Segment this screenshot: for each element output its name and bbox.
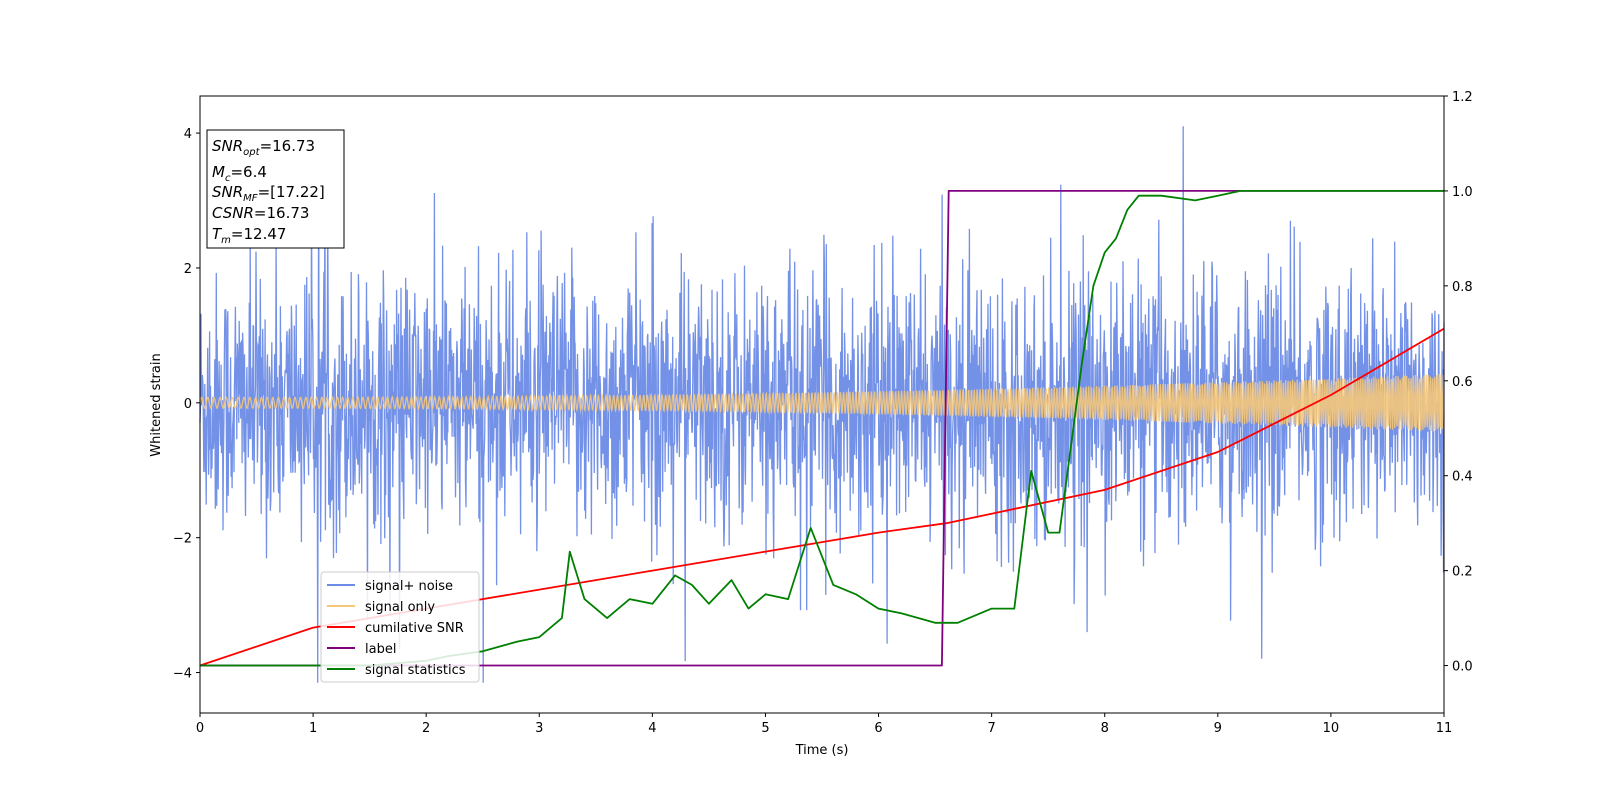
y-left-tick-label: 4 [184, 127, 192, 142]
x-tick-label: 5 [761, 721, 769, 736]
snr-mf-value: =[17.22] [258, 183, 325, 201]
tm-value: =12.47 [231, 225, 287, 243]
y-right-tick-label: 0.2 [1452, 565, 1473, 580]
csnr-text: CSNR=16.73 [212, 204, 309, 222]
plot-frame [199, 95, 1445, 714]
series-label [200, 189, 1444, 667]
legend-label-signal: signal only [365, 600, 435, 615]
csnr-label: CSNR [212, 204, 254, 222]
x-tick-label: 10 [1323, 721, 1340, 736]
y-right-tick-label: 0.4 [1452, 470, 1473, 485]
snr-opt-value: =16.73 [260, 137, 316, 155]
mc-text: Mc=6.4 [212, 163, 267, 184]
info-box-frame [206, 129, 345, 249]
y-right-tick-label: 0.6 [1452, 375, 1473, 390]
y-left-tick-label: 0 [184, 397, 192, 412]
legend-frame [320, 571, 480, 683]
series-signal-only [199, 374, 1445, 432]
y-left-tick-label: −4 [173, 667, 192, 682]
y-right-tick-label: 0.8 [1452, 280, 1473, 295]
csnr-value: =16.73 [254, 204, 310, 222]
legend-label-label: label [365, 642, 396, 657]
legend-label-cumulative: cumilative SNR [365, 621, 464, 636]
x-tick-label: 11 [1436, 721, 1453, 736]
ticks-layer: 0 1 2 3 4 5 6 7 8 9 10 11 4 2 0 −2 −4 1.2 1.0 0.8 0.6 0.4 0.2 0… [173, 90, 1473, 736]
x-tick-label: 1 [309, 721, 317, 736]
x-tick-label: 3 [535, 721, 543, 736]
snr-mf-label: SNR [212, 183, 243, 201]
tm-text: Tm=12.47 [212, 225, 286, 246]
snr-mf-sub: MF [243, 193, 258, 204]
y-left-tick-label: 2 [184, 262, 192, 277]
x-axis-label: Time (s) [795, 743, 849, 758]
tm-label: T [212, 225, 223, 243]
y-right-tick-label: 1.0 [1452, 185, 1473, 200]
snr-opt-label: SNR [212, 137, 243, 155]
info-box: SNRopt=16.73 Mc=6.4 SNRMF=[17.22] CSNR=1… [206, 129, 345, 249]
mc-value: =6.4 [230, 163, 266, 181]
x-tick-label: 7 [987, 721, 995, 736]
snr-mf-text: SNRMF=[17.22] [212, 183, 325, 204]
x-tick-label: 2 [422, 721, 430, 736]
series-signal-statistics [200, 189, 1444, 667]
snr-opt-text: SNRopt=16.73 [212, 137, 315, 158]
y-right-tick-label: 0.0 [1452, 660, 1473, 675]
y-left-tick-label: −2 [173, 532, 192, 547]
x-tick-label: 8 [1101, 721, 1109, 736]
x-tick-label: 9 [1214, 721, 1222, 736]
x-tick-label: 4 [648, 721, 656, 736]
mc-label: M [212, 163, 225, 181]
mc-sub: c [225, 173, 231, 184]
legend: signal+ noise signal only cumilative SNR… [320, 571, 480, 683]
y-right-tick-label: 1.2 [1452, 90, 1473, 105]
x-tick-label: 0 [196, 721, 204, 736]
tm-sub: m [221, 235, 231, 246]
y-axis-label: Whitened strain [149, 353, 164, 456]
legend-label-noise: signal+ noise [365, 579, 453, 594]
x-tick-label: 6 [874, 721, 882, 736]
snr-opt-sub: opt [243, 147, 260, 158]
legend-label-stats: signal statistics [365, 663, 466, 678]
